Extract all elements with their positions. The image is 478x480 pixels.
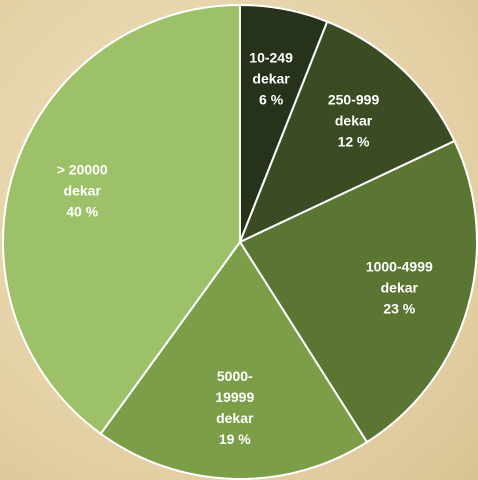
pie-slice — [2, 3, 241, 436]
category-label: 1000-4999 dekar — [365, 258, 433, 296]
category-label: > 20000 dekar — [56, 161, 108, 199]
value-label: 23 % — [383, 300, 416, 317]
slice-label: > 20000 dekar 40 % — [40, 159, 124, 222]
value-label: 6 % — [259, 91, 284, 108]
pie-slice — [99, 240, 369, 480]
slice-label: 10-249 dekar 6 % — [229, 48, 313, 111]
pie-slice — [238, 20, 456, 244]
slice-label: 1000-4999 dekar 23 % — [357, 257, 441, 320]
slice-label: 5000-19999 dekar 19 % — [207, 366, 263, 450]
value-label: 19 % — [218, 430, 251, 447]
slice-label: 250-999 dekar 12 % — [312, 90, 396, 153]
value-label: 12 % — [337, 133, 370, 150]
category-label: 250-999 dekar — [327, 91, 380, 129]
category-label: 5000-19999 dekar — [215, 367, 255, 426]
pie-slice — [238, 139, 478, 444]
value-label: 40 % — [66, 203, 99, 220]
category-label: 10-249 dekar — [249, 49, 293, 87]
